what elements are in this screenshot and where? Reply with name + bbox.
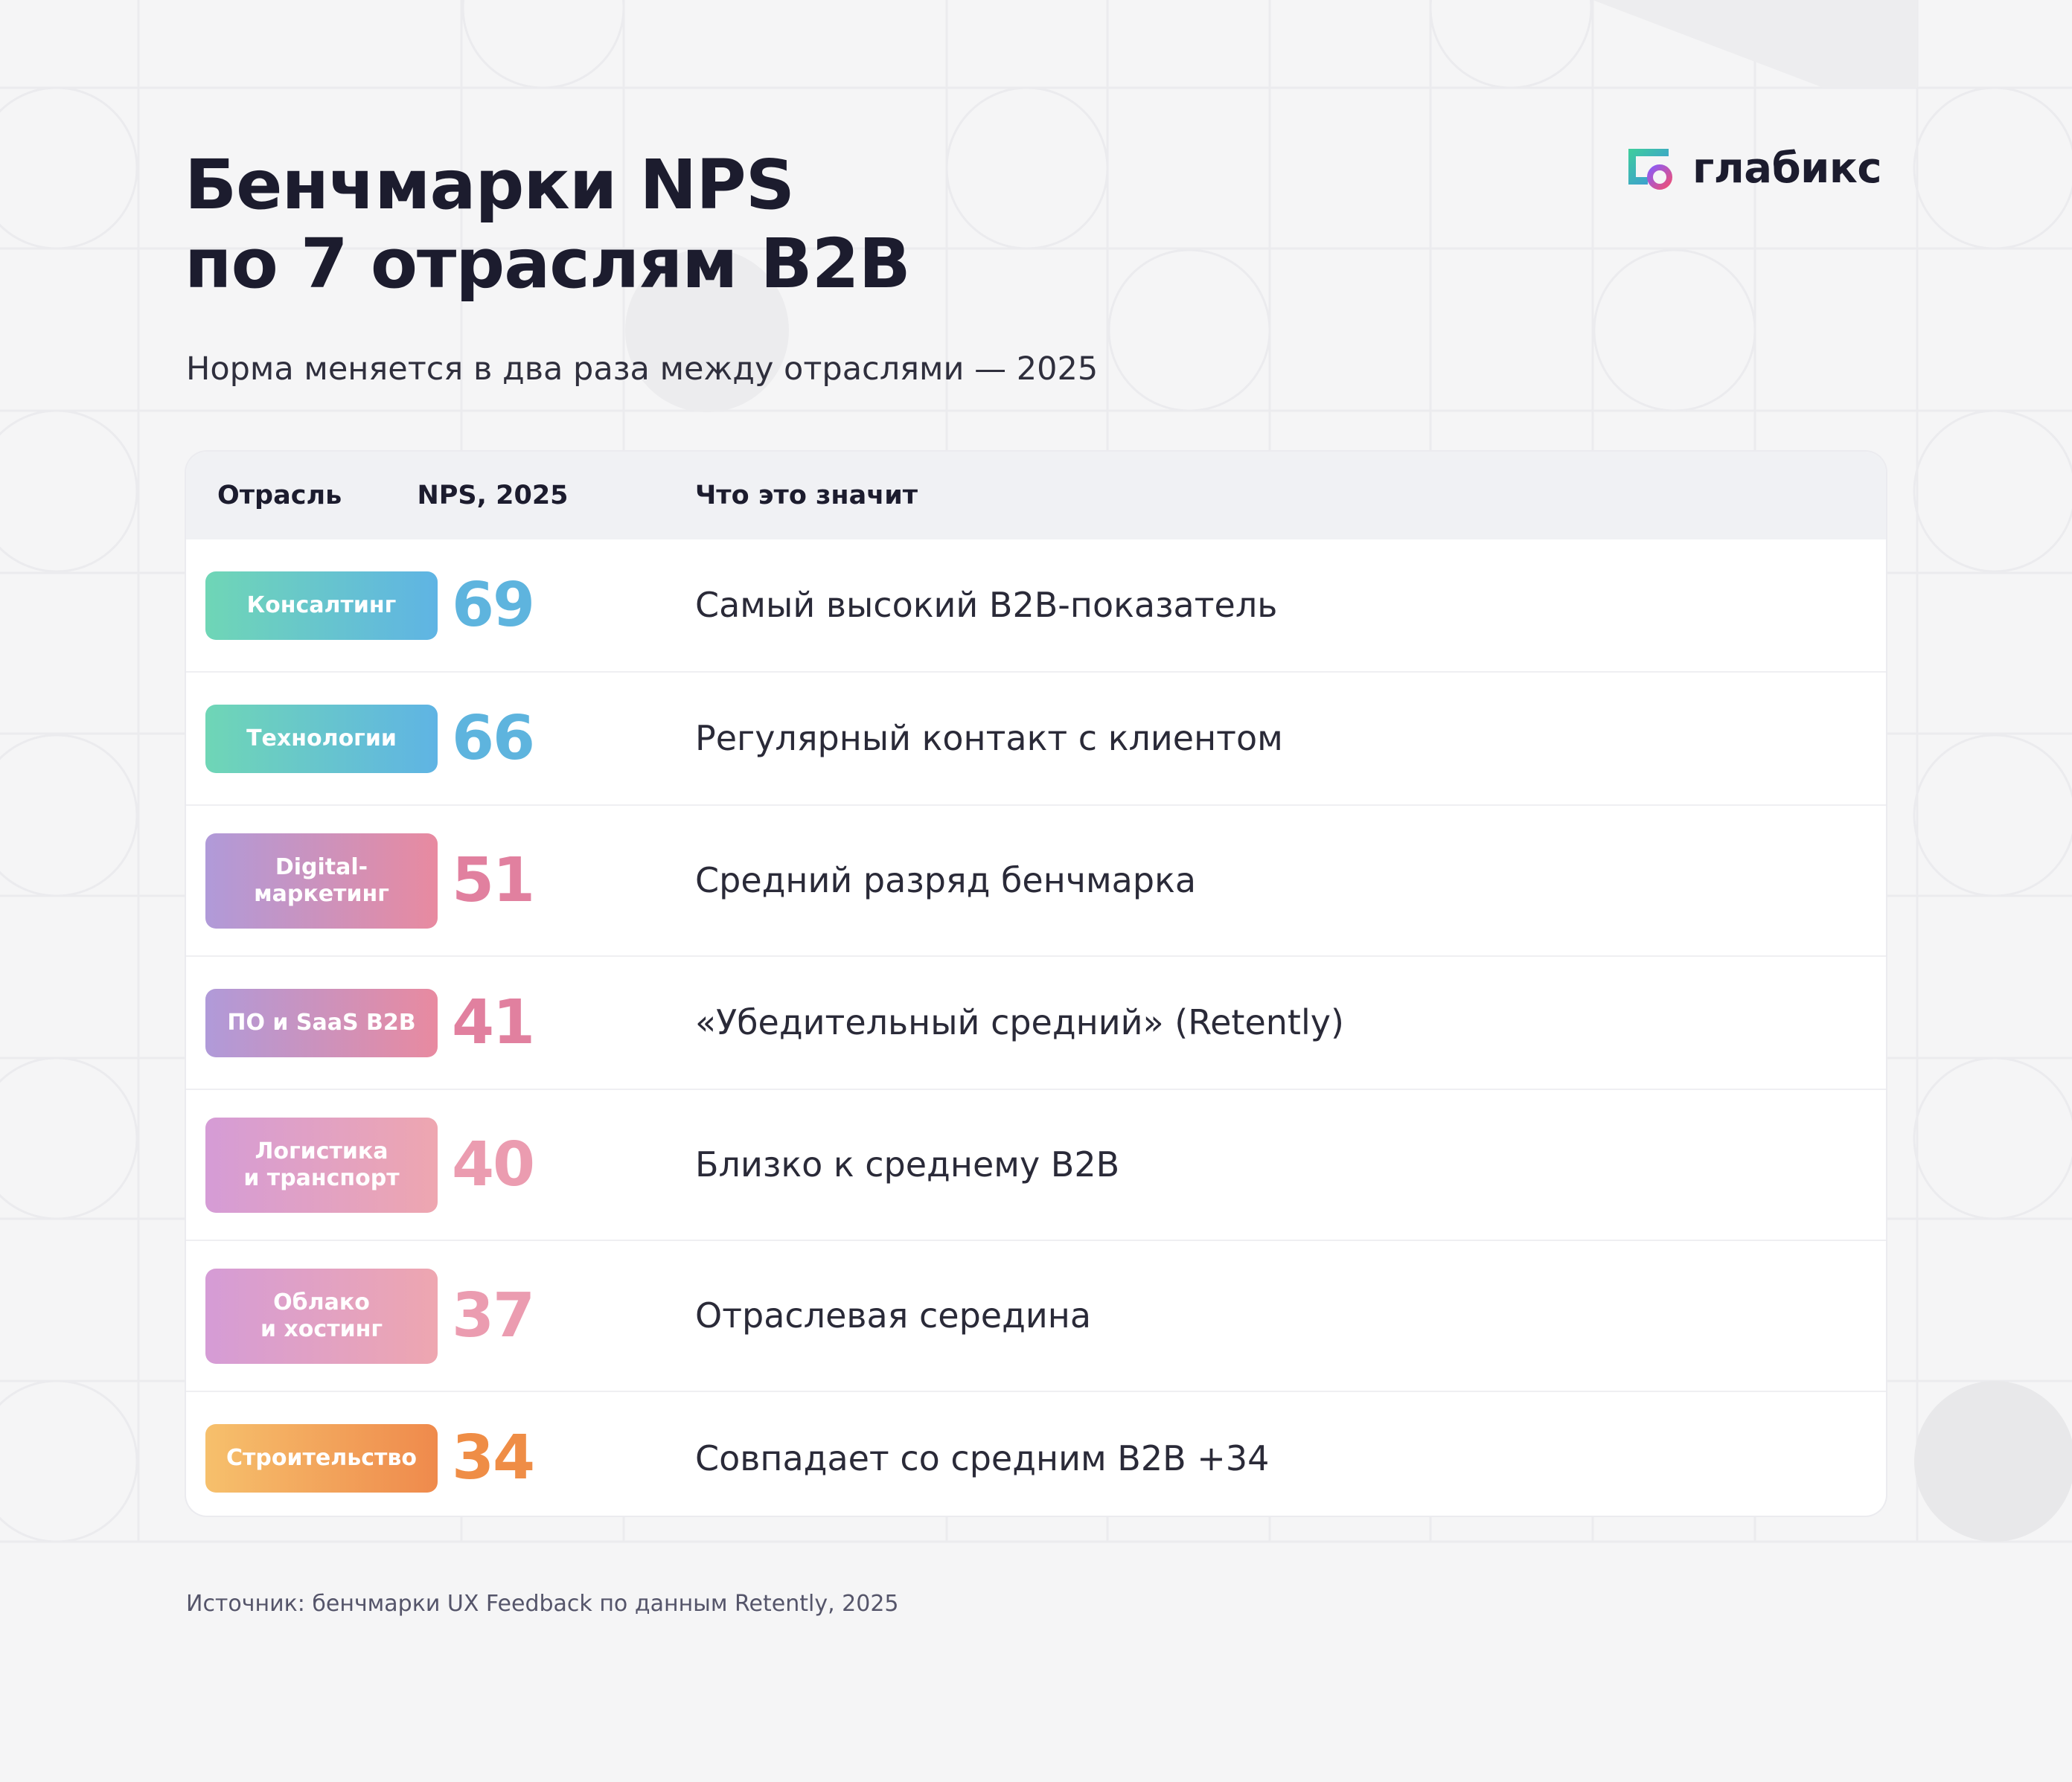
industry-label: Строительство <box>226 1445 417 1471</box>
industry-tag: Технологии <box>205 705 438 773</box>
logo-text: глабикс <box>1692 144 1882 193</box>
nps-value: 40 <box>451 1129 535 1200</box>
title-line-2: по 7 отраслям B2B <box>185 224 911 304</box>
meaning-text: «Убедительный средний» (Retently) <box>695 1002 1344 1042</box>
table-row: Логистика и транспорт 40 Близко к среднему… <box>186 1089 1886 1240</box>
nps-value: 37 <box>451 1281 535 1351</box>
page-subtitle: Норма меняется в два раза между отраслям… <box>186 350 1099 388</box>
title-line-1: Бенчмарки NPS <box>185 145 795 225</box>
nps-benchmark-table: Отрасль NPS, 2025 Что это значит Консалт… <box>186 452 1886 1516</box>
meaning-text: Регулярный контакт с клиентом <box>695 718 1283 758</box>
meaning-text: Отраслевая середина <box>695 1295 1092 1336</box>
industry-label: ПО и SaaS B2B <box>227 1010 416 1036</box>
table-row: Digital- маркетинг 51 Средний разряд бенчм… <box>186 804 1886 955</box>
glabix-logo-icon <box>1628 149 1672 190</box>
table-header: Отрасль NPS, 2025 Что это значит <box>186 452 1886 539</box>
industry-tag: Консалтинг <box>205 571 438 640</box>
nps-value: 66 <box>451 703 535 774</box>
industry-tag: Строительство <box>205 1424 438 1493</box>
meaning-text: Самый высокий B2B-показатель <box>695 585 1278 625</box>
industry-label: Digital- маркетинг <box>254 854 389 907</box>
table-row: Консалтинг 69 Самый высокий B2B-показатель <box>186 539 1886 671</box>
industry-tag: ПО и SaaS B2B <box>205 989 438 1057</box>
nps-value: 51 <box>451 845 535 916</box>
table-row: Строительство 34 Совпадает со средним B2B … <box>186 1391 1886 1516</box>
brand-logo: глабикс <box>1625 144 1882 193</box>
industry-label: Консалтинг <box>246 592 397 618</box>
table-body: Консалтинг 69 Самый высокий B2B-показатель… <box>186 539 1886 1516</box>
table-row: Облако и хостинг 37 Отраслевая середина <box>186 1240 1886 1391</box>
meaning-text: Совпадает со средним B2B +34 <box>695 1438 1270 1478</box>
table-row: Технологии 66 Регулярный контакт с клиенто… <box>186 671 1886 804</box>
nps-value: 69 <box>451 570 535 641</box>
header-nps-label: NPS, 2025 <box>417 481 569 510</box>
header-industry: Отрасль <box>217 481 342 510</box>
meaning-text: Близко к среднему B2B <box>695 1144 1120 1185</box>
page-title: Бенчмарки NPS по 7 отраслям B2B <box>185 145 911 304</box>
nps-value: 41 <box>451 987 535 1058</box>
industry-label: Облако и хостинг <box>260 1289 383 1342</box>
header-meaning: Что это значит <box>695 481 918 510</box>
table-row: ПО и SaaS B2B 41 «Убедительный средний» (R… <box>186 955 1886 1089</box>
industry-label: Технологии <box>246 725 397 751</box>
nps-value: 34 <box>451 1423 535 1493</box>
industry-tag: Логистика и транспорт <box>205 1118 438 1213</box>
industry-tag: Digital- маркетинг <box>205 833 438 929</box>
source-note: Источник: бенчмарки UX Feedback по данны… <box>186 1591 899 1617</box>
industry-tag: Облако и хостинг <box>205 1269 438 1364</box>
meaning-text: Средний разряд бенчмарка <box>695 860 1197 900</box>
industry-label: Логистика и транспорт <box>243 1138 400 1191</box>
